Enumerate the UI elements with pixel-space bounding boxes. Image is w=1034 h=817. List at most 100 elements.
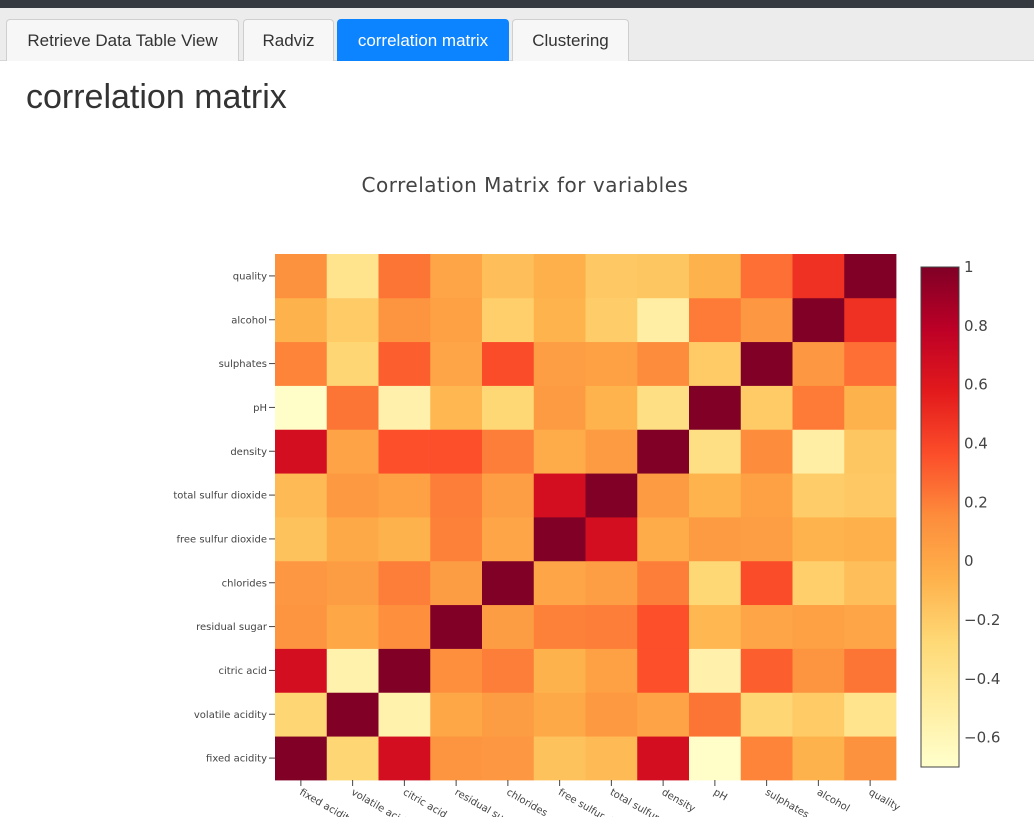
heatmap-cell xyxy=(482,604,535,649)
colorbar-tick-label: 0.4 xyxy=(964,434,988,452)
x-tick-label: alcohol xyxy=(815,787,851,814)
heatmap-cell xyxy=(326,385,379,430)
heatmap-cell xyxy=(326,560,379,606)
x-tick-label: quality xyxy=(867,787,902,814)
heatmap-cell xyxy=(275,254,328,299)
heatmap-cell xyxy=(430,604,483,649)
heatmap-cell xyxy=(275,473,328,518)
heatmap-cell xyxy=(430,429,483,474)
heatmap-cell xyxy=(637,254,690,299)
heatmap-cell xyxy=(792,473,845,518)
heatmap-cell xyxy=(430,254,483,299)
heatmap-cells xyxy=(275,254,897,781)
y-tick-label: density xyxy=(230,447,267,458)
heatmap-cell xyxy=(792,341,845,386)
heatmap-cell xyxy=(844,692,897,737)
heatmap-cell xyxy=(637,385,690,430)
tab-correlation-matrix[interactable]: correlation matrix xyxy=(337,19,509,61)
colorbar: 1 0.8 0.6 0.4 0.2 0 −0.2 −0.4 −0.6 xyxy=(920,258,1000,768)
heatmap-cell xyxy=(689,429,742,474)
heatmap-cell xyxy=(585,341,638,386)
colorbar-tick-label: 0.8 xyxy=(964,317,988,335)
heatmap-cell xyxy=(378,254,431,299)
heatmap-cell xyxy=(326,473,379,518)
x-tick-label: sulphates xyxy=(763,787,810,817)
heatmap-cell xyxy=(844,341,897,386)
heatmap-cell xyxy=(482,473,535,518)
heatmap-cell xyxy=(326,341,379,386)
heatmap-cell xyxy=(378,385,431,430)
heatmap-cell xyxy=(844,736,897,781)
heatmap-cell xyxy=(689,341,742,386)
heatmap-cell xyxy=(585,736,638,781)
heatmap-cell xyxy=(792,560,845,606)
heatmap-cell xyxy=(689,736,742,781)
window-top-bar xyxy=(0,0,1034,8)
heatmap-cell xyxy=(792,385,845,430)
heatmap-cell xyxy=(275,517,328,562)
heatmap-cell xyxy=(637,517,690,562)
heatmap-cell xyxy=(275,736,328,781)
heatmap-cell xyxy=(326,604,379,649)
heatmap-cell xyxy=(689,648,742,693)
heatmap-cell xyxy=(533,385,586,430)
heatmap-cell xyxy=(430,736,483,781)
heatmap-cell xyxy=(740,736,793,781)
heatmap-cell xyxy=(585,517,638,562)
heatmap-cell xyxy=(689,604,742,649)
heatmap-cell xyxy=(585,473,638,518)
heatmap-cell xyxy=(275,297,328,343)
tab-retrieve-data-table-view[interactable]: Retrieve Data Table View xyxy=(6,19,239,61)
x-tick-label: citric acid xyxy=(401,787,449,817)
chart-title: Correlation Matrix for variables xyxy=(362,173,689,197)
y-tick-label: sulphates xyxy=(219,359,267,370)
heatmap-cell xyxy=(378,517,431,562)
heatmap-cell xyxy=(275,429,328,474)
heatmap-cell xyxy=(482,517,535,562)
heatmap-cell xyxy=(637,341,690,386)
heatmap-cell xyxy=(533,341,586,386)
heatmap-cell xyxy=(740,341,793,386)
heatmap-cell xyxy=(740,692,793,737)
heatmap-cell xyxy=(533,473,586,518)
heatmap-cell xyxy=(585,297,638,343)
heatmap-cell xyxy=(585,692,638,737)
heatmap-cell xyxy=(430,297,483,343)
heatmap-cell xyxy=(585,429,638,474)
heatmap-cell xyxy=(585,604,638,649)
heatmap-cell xyxy=(378,648,431,693)
heatmap-cell xyxy=(275,604,328,649)
heatmap-cell xyxy=(740,648,793,693)
heatmap-cell xyxy=(533,736,586,781)
tab-clustering[interactable]: Clustering xyxy=(512,19,629,61)
heatmap-cell xyxy=(275,648,328,693)
heatmap-cell xyxy=(844,385,897,430)
heatmap-cell xyxy=(792,648,845,693)
colorbar-tick-label: 0.2 xyxy=(964,493,988,511)
heatmap-cell xyxy=(792,429,845,474)
colorbar-tick-label: −0.4 xyxy=(964,670,1000,688)
tab-bar: Retrieve Data Table View Radviz correlat… xyxy=(0,8,1034,61)
heatmap-cell xyxy=(275,692,328,737)
heatmap-cell xyxy=(637,736,690,781)
heatmap-cell xyxy=(689,385,742,430)
heatmap-cell xyxy=(585,254,638,299)
heatmap-cell xyxy=(326,692,379,737)
heatmap-cell xyxy=(430,517,483,562)
heatmap-cell xyxy=(275,341,328,386)
colorbar-tick-label: −0.2 xyxy=(964,611,1000,629)
y-tick-label: total sulfur dioxide xyxy=(173,491,267,502)
heatmap-cell xyxy=(740,385,793,430)
heatmap-cell xyxy=(482,429,535,474)
heatmap-cell xyxy=(482,297,535,343)
heatmap-cell xyxy=(792,736,845,781)
tab-radviz[interactable]: Radviz xyxy=(243,19,334,61)
heatmap-cell xyxy=(844,429,897,474)
colorbar-tick-label: 0.6 xyxy=(964,376,988,394)
heatmap-cell xyxy=(482,736,535,781)
colorbar-tick-label: 1 xyxy=(964,258,974,276)
page-title: correlation matrix xyxy=(26,78,287,116)
y-tick-label: citric acid xyxy=(218,666,267,677)
